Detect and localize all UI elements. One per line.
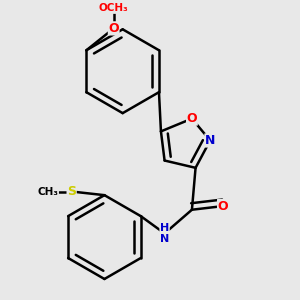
Text: N: N — [205, 134, 215, 147]
Text: H
N: H N — [160, 223, 169, 244]
Text: CH₃: CH₃ — [38, 187, 58, 196]
Text: O: O — [187, 112, 197, 125]
Text: O: O — [218, 200, 228, 213]
Text: S: S — [67, 185, 76, 198]
Text: OCH₃: OCH₃ — [99, 3, 129, 13]
Text: O: O — [108, 22, 119, 35]
